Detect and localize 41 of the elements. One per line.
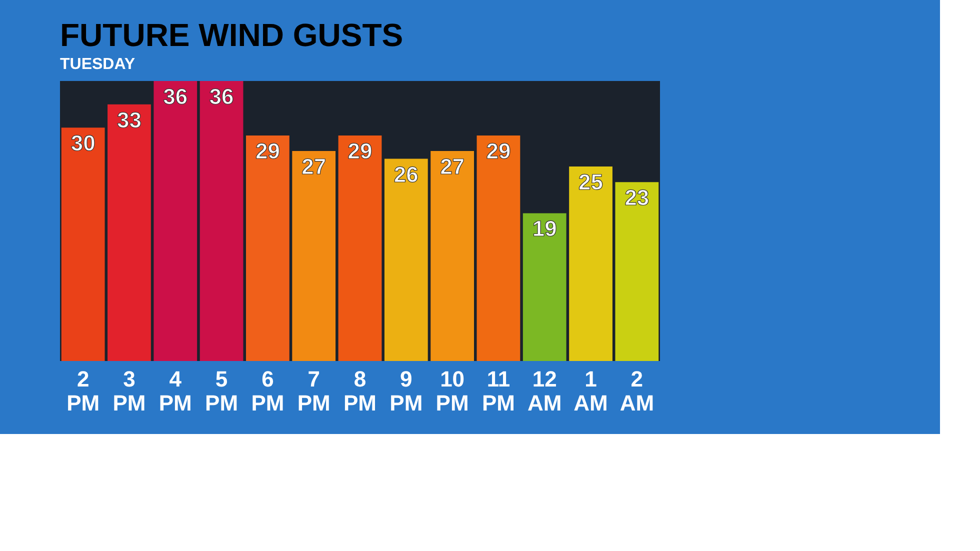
chart-title: FUTURE WIND GUSTS bbox=[60, 17, 404, 53]
data-label: 26 bbox=[394, 162, 418, 187]
data-label: 29 bbox=[348, 138, 372, 164]
bar bbox=[384, 158, 428, 361]
x-tick-label: 8 PM bbox=[344, 366, 376, 416]
bar bbox=[615, 182, 659, 361]
data-label: 29 bbox=[486, 138, 511, 164]
x-tick-label: 4 PM bbox=[158, 366, 192, 416]
bar bbox=[430, 151, 474, 361]
x-tick-label: 6 PM bbox=[251, 366, 284, 416]
bar bbox=[154, 81, 198, 361]
bar bbox=[292, 151, 336, 361]
bar bbox=[569, 166, 612, 361]
data-label: 27 bbox=[440, 154, 465, 179]
bar bbox=[246, 135, 290, 361]
data-label: 36 bbox=[209, 84, 234, 109]
data-label: 36 bbox=[163, 84, 188, 109]
data-label: 19 bbox=[532, 216, 557, 242]
x-tick-label: 1 AM bbox=[574, 366, 608, 416]
bar bbox=[522, 213, 566, 361]
x-tick-label: 2 AM bbox=[620, 366, 654, 416]
x-tick-label: 11 PM bbox=[482, 366, 515, 416]
bar bbox=[338, 135, 382, 361]
bar bbox=[200, 81, 244, 361]
bar bbox=[61, 128, 105, 361]
data-label: 27 bbox=[302, 154, 326, 179]
x-tick-label: 7 PM bbox=[297, 366, 330, 416]
x-tick-label: 9 PM bbox=[390, 366, 423, 416]
data-label: 33 bbox=[116, 107, 142, 132]
x-tick-label: 2 PM bbox=[66, 366, 100, 416]
data-label: 25 bbox=[578, 170, 604, 195]
data-label: 29 bbox=[255, 138, 280, 164]
x-tick-label: 3 PM bbox=[112, 366, 146, 416]
data-label: 23 bbox=[624, 185, 650, 210]
x-tick-label: 12 AM bbox=[528, 366, 562, 416]
x-tick-label: 5 PM bbox=[205, 366, 238, 416]
data-label: 30 bbox=[70, 130, 96, 156]
chart-subtitle: TUESDAY bbox=[60, 56, 136, 73]
x-tick-label: 10 PM bbox=[436, 366, 469, 416]
bar bbox=[476, 135, 520, 361]
bar bbox=[108, 104, 151, 361]
